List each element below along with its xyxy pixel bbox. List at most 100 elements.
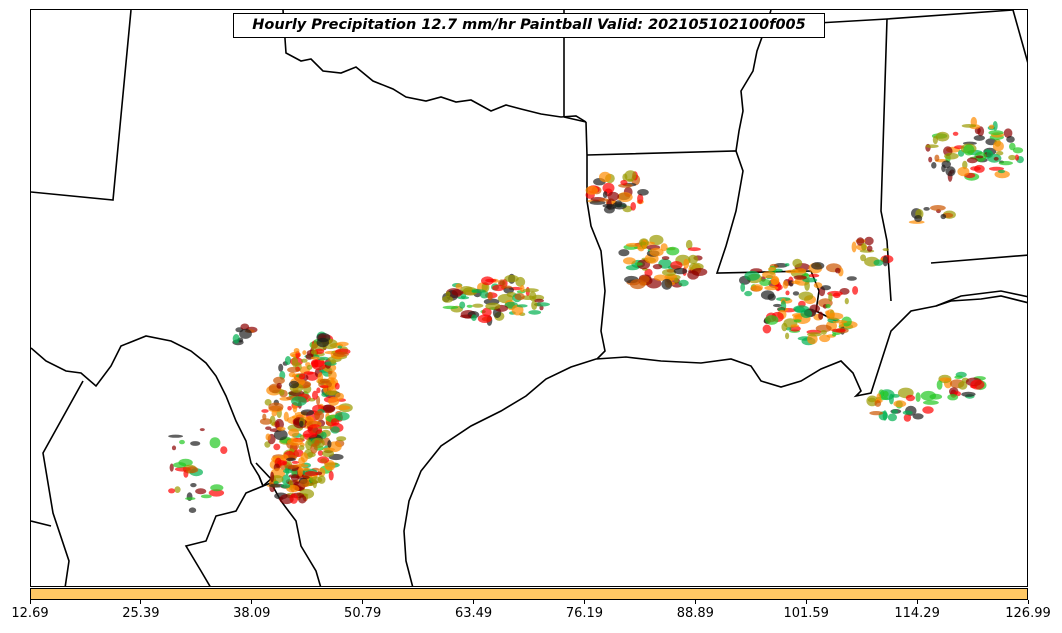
paintball-blob (652, 264, 663, 270)
paintball-blob (307, 424, 323, 435)
paintball-blob (804, 280, 810, 291)
paintball-blob (666, 246, 680, 256)
paintball-blob (268, 402, 284, 412)
paintball-blob (765, 315, 779, 325)
paintball-blob (314, 410, 325, 421)
paintball-blob (952, 131, 959, 136)
paintball-blob (914, 215, 923, 222)
paintball-blob (660, 243, 668, 252)
paintball-blob (271, 410, 278, 417)
paintball-blob (635, 262, 643, 266)
paintball-blob (336, 341, 349, 347)
paintball-blob (791, 280, 801, 285)
paintball-blob (744, 290, 753, 297)
colorbar-tick (362, 600, 364, 604)
paintball-blob (614, 200, 623, 208)
map-title: Hourly Precipitation 12.7 mm/hr Paintbal… (233, 13, 825, 38)
paintball-blob (273, 429, 288, 441)
paintball-blob (282, 459, 288, 466)
paintball-blob (335, 405, 351, 411)
paintball-blob (922, 406, 934, 414)
alabama-georgia-line (1012, 10, 1027, 63)
colorbar-tick-label: 88.89 (676, 606, 714, 621)
paintball-blob (957, 166, 970, 177)
paintball-blob (678, 279, 689, 287)
colorbar-tick (251, 600, 253, 604)
paintball-blob (1008, 154, 1016, 161)
paintball-blob (939, 377, 952, 382)
paintball-blob (299, 434, 305, 441)
paintball-blob (882, 255, 888, 267)
paintball-blob (1014, 154, 1020, 161)
paintball-blob (322, 404, 336, 412)
paintball-blob (185, 466, 199, 474)
paintball-blob (625, 242, 641, 247)
paintball-blob (314, 439, 320, 446)
paintball-blob (334, 412, 350, 421)
paintball-blob (325, 466, 334, 470)
colorbar-tick-label: 101.59 (783, 606, 829, 621)
texas-panhandle-west-line (31, 10, 132, 201)
paintball-blob (923, 400, 939, 405)
paintball-blob (291, 460, 299, 464)
paintball-blob (602, 204, 613, 208)
paintball-blob (782, 280, 789, 289)
paintball-blob (306, 364, 313, 370)
paintball-blob (442, 305, 459, 310)
paintball-blob (683, 258, 690, 269)
paintball-blob (961, 391, 976, 397)
paintball-blob (905, 394, 916, 402)
paintball-blob (276, 382, 282, 389)
paintball-blob (887, 413, 898, 422)
paintball-blob (882, 390, 889, 398)
map-canvas (31, 10, 1027, 586)
paintball-blob (992, 121, 998, 131)
paintball-blob (337, 345, 343, 349)
paintball-blob (893, 400, 907, 408)
paintball-blob (300, 452, 308, 463)
paintball-blob (585, 185, 598, 195)
paintball-blob (925, 144, 939, 148)
paintball-blob (286, 457, 296, 462)
paintball-blob (1003, 128, 1013, 138)
paintball-blob (220, 446, 228, 454)
paintball-blob (288, 380, 299, 389)
paintball-blob (269, 483, 285, 488)
paintball-blob (998, 161, 1013, 166)
paintball-blob (487, 291, 493, 301)
paintball-blob (293, 449, 304, 458)
paintball-blob (322, 450, 334, 457)
paintball-blob (966, 157, 978, 164)
paintball-blob (460, 314, 474, 319)
paintball-blob (923, 207, 930, 211)
paintball-blob (291, 396, 307, 407)
paintball-blob (891, 409, 899, 414)
paintball-blob (820, 330, 827, 335)
paintball-blob (977, 126, 985, 137)
arkansas-louisiana-texas-line (585, 121, 606, 360)
mexico-state-line-2 (31, 520, 52, 527)
paintball-blob (846, 276, 857, 281)
paintball-blob (265, 433, 271, 441)
paintball-blob (760, 290, 775, 300)
paintball-blob (239, 328, 252, 339)
paintball-blob (445, 291, 451, 297)
paintball-blob (993, 156, 999, 161)
paintball-blob (199, 428, 205, 432)
paintball-blob (800, 309, 813, 319)
paintball-blob (208, 489, 225, 497)
paintball-blob (851, 241, 857, 253)
colorbar-tick (140, 600, 142, 604)
paintball-blob (902, 410, 913, 415)
paintball-blob (869, 411, 884, 416)
paintball-blob (930, 205, 946, 211)
paintball-blob (994, 170, 1010, 179)
paintball-blob (792, 258, 803, 268)
paintball-blob (534, 298, 544, 303)
paintball-blob (768, 267, 776, 271)
paintball-blob (649, 247, 664, 257)
paintball-blob (283, 411, 289, 422)
paintball-blob (662, 269, 677, 276)
paintball-blob (171, 445, 177, 451)
florida-coast (935, 290, 1027, 307)
